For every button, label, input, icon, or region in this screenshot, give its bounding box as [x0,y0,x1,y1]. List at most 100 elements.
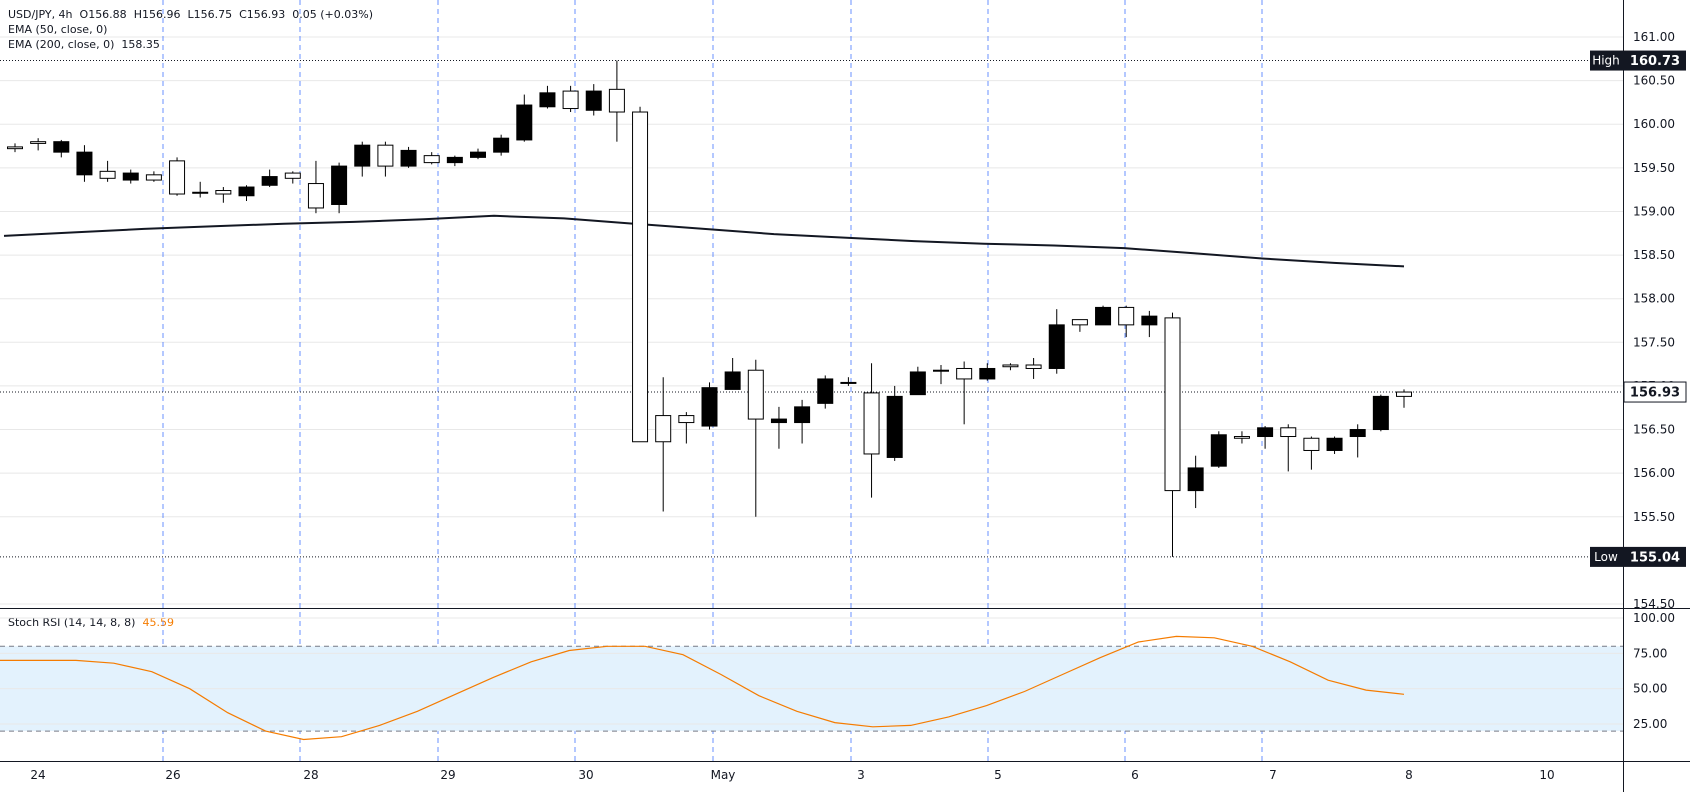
candle-body [539,92,556,108]
candle [493,134,510,156]
candle [354,141,371,177]
candle [145,171,162,182]
high-value: 160.73 [1630,54,1680,69]
candle-body [423,155,440,164]
candle-body [840,381,857,384]
candle [1187,455,1204,509]
price-tick-label: 155.50 [1633,510,1675,524]
candle [377,141,394,177]
stoch-tick-label: 100.00 [1633,611,1675,625]
candle [724,358,741,390]
time-tick-label: 26 [165,768,180,782]
candle [1141,310,1158,338]
candle-body [608,88,625,113]
time-tick-label: 30 [578,768,593,782]
candle [655,377,672,512]
time-tick-label: May [711,768,736,782]
candle-body [747,369,764,420]
candle [1257,426,1274,449]
candle-body [886,395,903,458]
candle-body [400,149,417,167]
ema200-label: EMA (200, close, 0) [8,38,115,51]
high-label: High [1592,54,1620,68]
candle [863,363,880,498]
candle-body [354,144,371,167]
candle-body [1025,364,1042,369]
price-tick-label: 158.00 [1633,292,1675,306]
candle [1048,309,1065,374]
candle-body [7,146,23,150]
candle-body [145,174,162,181]
time-tick-label: 7 [1269,768,1277,782]
candle-body [1187,467,1204,492]
candle-body [169,160,186,195]
candle-body [655,415,672,443]
candle-body [1141,315,1158,326]
candle [747,359,764,517]
last-price-box [1623,381,1687,403]
candle [933,364,949,385]
time-tick-label: 6 [1131,768,1139,782]
candle-body [516,104,533,141]
candle [169,157,186,196]
candle-body [1002,364,1019,368]
candle-body [215,190,232,195]
candle-body [956,367,973,380]
time-tick-label: 29 [440,768,455,782]
candle [1280,424,1297,472]
candle [608,60,625,142]
candle-body [562,90,579,110]
candle-body [446,156,463,164]
price-tick-label: 156.00 [1633,466,1675,480]
price-tick-label: 154.50 [1633,597,1675,611]
candle [99,160,116,182]
candle-body [909,371,926,396]
candle-body [1118,306,1135,326]
ema50-row: EMA (50, close, 0) [8,22,373,37]
candle [678,412,695,444]
candle [331,162,348,214]
price-tick-label: 157.50 [1633,335,1675,349]
candle-body [1071,319,1088,326]
high-value: H156.96 [133,8,181,21]
candle-body [30,141,47,144]
candle [7,143,23,153]
low-value: L156.75 [187,8,233,21]
candle [632,106,649,443]
stoch-tick-label: 75.00 [1633,646,1667,660]
candle-body [192,191,209,194]
stoch-value: 45.59 [142,616,174,629]
candle-body [1164,317,1181,492]
price-tick-label: 158.50 [1633,248,1675,262]
candle [192,181,209,198]
candle [1303,436,1320,470]
candle-body [1372,395,1389,431]
candle-body [331,165,348,205]
candle-body [122,172,139,181]
candle [794,399,811,444]
candle-body [261,176,278,186]
candle-body [284,172,301,179]
candle-body [724,371,741,390]
candle [400,146,417,168]
stoch-label: Stoch RSI (14, 14, 8, 8) [8,616,136,629]
candle-body [1210,434,1227,467]
candle [261,169,278,188]
candle [840,377,857,386]
price-tick-label: 160.50 [1633,74,1675,88]
candle-body [632,111,649,443]
candle [1396,389,1412,408]
candle [53,139,70,158]
stoch-tick-label: 50.00 [1633,682,1667,696]
candle [122,169,139,184]
close-value: C156.93 [239,8,286,21]
candle-body [817,378,834,404]
candle [701,382,718,430]
price-tick-label: 159.00 [1633,204,1675,218]
candle-body [1280,427,1297,438]
candle-body [470,151,486,158]
candle [76,145,93,182]
low-value-box [1624,546,1686,567]
candle [817,375,834,409]
